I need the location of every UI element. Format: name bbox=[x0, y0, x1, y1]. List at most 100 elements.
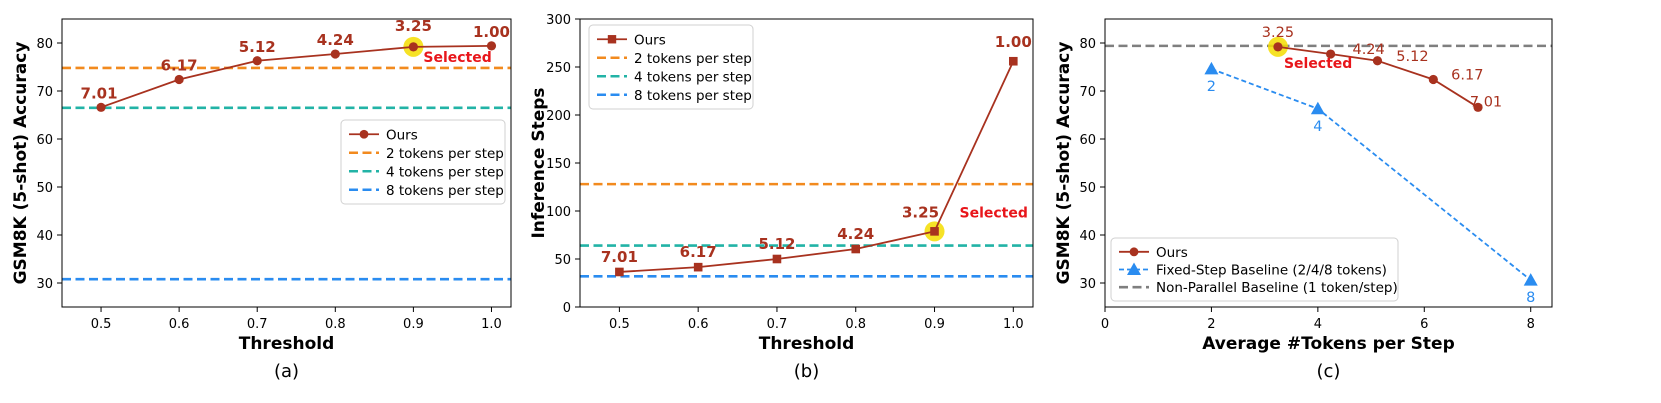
x-axis-title: Average #Tokens per Step bbox=[1202, 334, 1455, 354]
data-point bbox=[1372, 56, 1383, 66]
legend-label: Ours bbox=[634, 32, 666, 48]
legend-box bbox=[1110, 237, 1399, 302]
y-axis-title: Inference Steps bbox=[529, 87, 549, 238]
y-tick-label: 100 bbox=[546, 205, 571, 220]
data-point bbox=[174, 74, 184, 85]
data-point bbox=[252, 56, 262, 66]
y-tick-label: 300 bbox=[546, 13, 571, 28]
data-label: 4.24 bbox=[317, 31, 354, 49]
legend-marker bbox=[1129, 247, 1139, 257]
legend: Ours 2 tokens per step 4 tokens per step 8 … bbox=[340, 119, 506, 205]
y-tick-label: 150 bbox=[546, 157, 571, 172]
x-tick-label: 0.8 bbox=[325, 317, 346, 332]
data-point bbox=[1523, 273, 1538, 286]
data-label: 4 bbox=[1313, 119, 1322, 135]
x-tick-label: 0.5 bbox=[609, 317, 630, 332]
y-tick-label: 50 bbox=[36, 181, 53, 196]
data-label: 2 bbox=[1207, 79, 1216, 95]
data-label: 1.00 bbox=[473, 23, 510, 41]
data-point bbox=[1310, 101, 1325, 115]
legend-label: Ours bbox=[386, 127, 418, 143]
data-point bbox=[851, 244, 861, 254]
chart-panel-b: 7.01 6.17 5.12 4.24 3.25 1.00 Selected 0.5 0.6 0.… bbox=[529, 13, 1034, 382]
data-point bbox=[1273, 42, 1283, 52]
y-axis-title: GSM8K (5-shot) Accuracy bbox=[11, 42, 31, 285]
legend-label: 8 tokens per step bbox=[634, 88, 752, 104]
x-axis-title: Threshold bbox=[759, 334, 855, 354]
legend-label: Fixed-Step Baseline (2/4/8 tokens) bbox=[1156, 263, 1387, 279]
data-label: 3.25 bbox=[1262, 25, 1294, 41]
data-point bbox=[1009, 56, 1018, 66]
legend-label: 8 tokens per step bbox=[386, 183, 504, 199]
y-tick-label: 70 bbox=[1079, 85, 1096, 100]
data-point bbox=[330, 49, 340, 59]
data-label: 1.00 bbox=[995, 33, 1032, 51]
data-label: 4.24 bbox=[1352, 42, 1384, 58]
data-point bbox=[693, 262, 703, 272]
legend-label: 2 tokens per step bbox=[634, 51, 752, 67]
x-tick-label: 2 bbox=[1207, 317, 1215, 332]
data-label: 5.12 bbox=[1396, 49, 1428, 65]
legend-box bbox=[340, 119, 506, 205]
legend-box bbox=[588, 24, 754, 110]
data-label: 3.25 bbox=[902, 203, 939, 221]
data-label: 4.24 bbox=[837, 225, 874, 243]
x-tick-label: 0.5 bbox=[91, 317, 112, 332]
data-point bbox=[1428, 74, 1438, 85]
x-tick-label: 4 bbox=[1314, 317, 1322, 332]
y-tick-label: 80 bbox=[1079, 37, 1096, 52]
x-tick-label: 6 bbox=[1420, 317, 1428, 332]
chart-panel-a: 7.01 6.17 5.12 4.24 3.25 1.00 Selected 0.5 0.6 0.… bbox=[11, 17, 512, 382]
x-tick-label: 0.9 bbox=[924, 317, 945, 332]
y-tick-label: 250 bbox=[546, 61, 571, 76]
plot-frame bbox=[61, 18, 512, 308]
data-point bbox=[1204, 61, 1219, 75]
data-point bbox=[486, 41, 497, 51]
plot-frame bbox=[1104, 18, 1553, 308]
data-point bbox=[408, 42, 418, 52]
y-tick-label: 50 bbox=[554, 253, 571, 268]
legend-label: Ours bbox=[1156, 245, 1188, 261]
data-point bbox=[1326, 49, 1336, 59]
selected-annotation: Selected bbox=[423, 50, 491, 66]
legend-marker bbox=[607, 35, 617, 44]
series-line-0 bbox=[619, 60, 1015, 273]
x-tick-label: 0.6 bbox=[688, 317, 709, 332]
x-tick-label: 0.9 bbox=[403, 317, 424, 332]
data-point bbox=[772, 254, 782, 264]
y-tick-label: 60 bbox=[36, 133, 53, 148]
legend-marker bbox=[1127, 262, 1141, 275]
chart-panel-c: 3.25 4.24 5.12 6.17 7.01 2 4 8 Selected 0 2 4 6 8 30 40… bbox=[1054, 18, 1553, 382]
y-tick-label: 60 bbox=[1079, 133, 1096, 148]
x-tick-label: 8 bbox=[1527, 317, 1535, 332]
panel-caption: (a) bbox=[274, 361, 299, 382]
y-tick-label: 70 bbox=[36, 85, 53, 100]
legend-label: 4 tokens per step bbox=[634, 69, 752, 85]
x-tick-label: 0.6 bbox=[169, 317, 190, 332]
legend: Ours 2 tokens per step 4 tokens per step 8 … bbox=[588, 24, 754, 110]
y-axis-title: GSM8K (5-shot) Accuracy bbox=[1054, 42, 1074, 285]
legend: Ours Fixed-Step Baseline (2/4/8 tokens)No… bbox=[1110, 237, 1399, 302]
data-point bbox=[96, 102, 106, 112]
y-tick-label: 30 bbox=[36, 277, 53, 292]
y-tick-label: 200 bbox=[546, 109, 571, 124]
data-label: 7.01 bbox=[81, 84, 118, 102]
y-tick-label: 50 bbox=[1079, 181, 1096, 196]
x-tick-label: 1.0 bbox=[1003, 317, 1024, 332]
x-tick-label: 0.7 bbox=[247, 317, 268, 332]
data-label: 6.17 bbox=[680, 243, 717, 261]
y-tick-label: 40 bbox=[36, 229, 53, 244]
selected-annotation: Selected bbox=[960, 205, 1028, 221]
y-tick-label: 30 bbox=[1079, 277, 1096, 292]
y-tick-label: 80 bbox=[36, 37, 53, 52]
legend-label: Non-Parallel Baseline (1 token/step) bbox=[1156, 280, 1398, 296]
x-tick-label: 1.0 bbox=[481, 317, 502, 332]
y-tick-label: 40 bbox=[1079, 229, 1096, 244]
data-label: 6.17 bbox=[161, 56, 198, 74]
x-tick-label: 0.8 bbox=[845, 317, 866, 332]
data-label: 7.01 bbox=[601, 248, 638, 266]
series-line-0 bbox=[100, 44, 492, 109]
data-point bbox=[1473, 102, 1483, 112]
data-label: 5.12 bbox=[758, 235, 795, 253]
